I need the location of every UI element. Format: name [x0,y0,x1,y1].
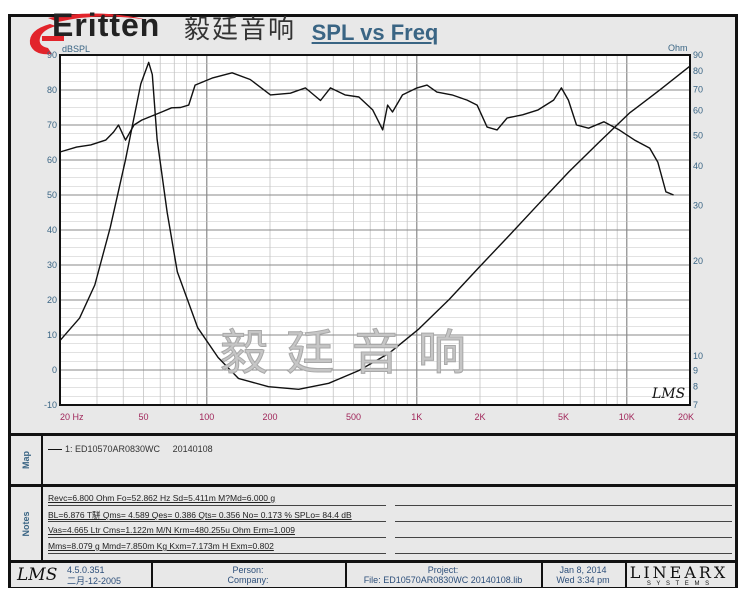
x-tick-label: 500 [346,412,361,422]
left-tick-label: 20 [47,295,57,305]
map-label: Map [21,451,31,469]
brand-logo-chinese: 毅廷音响 [184,15,297,45]
brand-logo-text: Eritten [52,7,161,43]
plot-border [59,54,691,406]
left-tick-label: 60 [47,155,57,165]
x-tick-label: 5K [558,412,569,422]
left-tick-label: 0 [52,365,57,375]
x-tick-label: 20K [678,412,694,422]
right-tick-label: 80 [693,66,703,76]
x-tick-label: 200 [262,412,277,422]
chart-title: SPL vs Freq [311,20,439,45]
x-tick-label: 1K [411,412,422,422]
spl-chart: 20 Hz 50 100 200 500 1K 2K 5K 10K 20K908070605040… [44,50,703,422]
x-tick-label: 10K [619,412,635,422]
note-blank [395,541,732,554]
right-tick-label: 20 [693,256,703,266]
note-blank [395,509,732,522]
footer-version-cell: LMS 4.5.0.351 二月-12-2005 [11,563,153,587]
left-tick-label: 40 [47,225,57,235]
note-blank [395,525,732,538]
right-tick-label: 50 [693,131,703,141]
map-section: Map 1: ED10570AR0830WC 20140108 [11,433,735,484]
right-tick-label: 8 [693,382,698,392]
right-tick-label: 30 [693,201,703,211]
watermark: 毅廷音响 [219,325,485,381]
notes-section: Notes Revc=6.800 Ohm Fo=52.862 Hz Sd=5.4… [11,484,735,560]
right-tick-label: 90 [693,50,703,60]
ticks: 20 Hz 50 100 200 500 1K 2K 5K 10K 20K908070605040… [44,50,703,422]
series-lines [59,61,691,390]
note-line: Mms=8.079 g Mmd=7.850m Kg Kxm=7.173m H E… [48,541,386,554]
note-line: Vas=4.665 Ltr Cms=1.122m M/N Krm=480.255… [48,525,386,538]
lms-logo: LMS [17,565,58,585]
footer-person-cell: Person: Company: [151,563,347,587]
brand-logo-swoosh [29,13,148,55]
right-tick-label: 9 [693,366,698,376]
right-axis-label: Ohm [668,43,688,53]
x-tick-label: 2K [474,412,485,422]
left-tick-label: 50 [47,190,57,200]
left-tick-label: 10 [47,330,57,340]
footer: LMS 4.5.0.351 二月-12-2005 Person: Company:… [11,560,735,587]
build-date: 二月-12-2005 [67,576,122,586]
notes-label: Notes [21,510,31,537]
left-tick-label: 90 [47,50,57,60]
linearx-logo: LINEARX S Y S T E M S [629,563,729,587]
note-line: BL=6.876 T駢 Qms= 4.589 Qes= 0.386 Qts= 0… [48,509,386,522]
note-line: Revc=6.800 Ohm Fo=52.862 Hz Sd=5.411m M?… [48,493,386,506]
right-tick-label: 70 [693,84,703,94]
version: 4.5.0.351 [67,565,105,575]
map-entry: 1: ED10570AR0830WC 20140108 [48,444,213,454]
left-tick-label: 30 [47,260,57,270]
right-tick-label: 7 [693,400,698,410]
left-tick-label: -10 [44,400,57,410]
right-tick-label: 60 [693,106,703,116]
impedance-curve [59,61,691,390]
left-tick-label: 80 [47,85,57,95]
footer-date-cell: Jan 8, 2014 Wed 3:34 pm [541,563,627,587]
left-tick-label: 70 [47,120,57,130]
lms-plot-mark: LMS [651,386,685,402]
right-tick-label: 40 [693,161,703,171]
legend-line-icon [48,449,62,451]
footer-project-cell: Project: File: ED10570AR0830WC 20140108.l… [345,563,543,587]
note-blank [395,493,732,506]
x-tick-label: 20 Hz [60,412,84,422]
left-axis-label: dBSPL [62,44,91,54]
right-tick-label: 10 [693,351,703,361]
x-tick-label: 50 [139,412,149,422]
x-tick-label: 100 [199,412,214,422]
